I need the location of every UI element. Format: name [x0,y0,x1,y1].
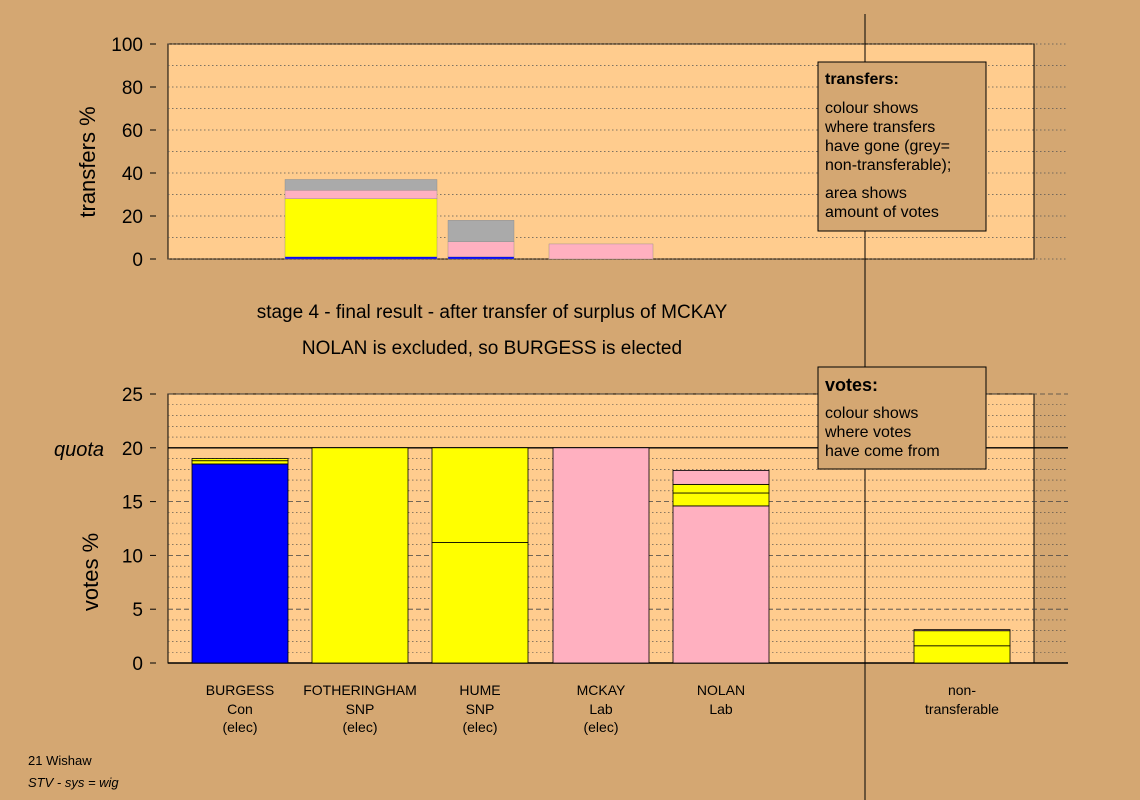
transfers-bar-segment [284,198,438,258]
votes-y-tick-label: 0 [132,654,143,675]
votes-bar-segment [672,505,770,664]
transfers-y-tick-label: 100 [111,35,143,56]
transfers-bar-segment [447,220,515,243]
votes-bar-segment [191,463,289,664]
transfers-bar-segment [447,256,515,260]
votes-y-tick-label: 15 [122,493,143,514]
candidate-party-label: SNP [466,701,495,717]
votes-legend-text: have come from [825,443,940,460]
transfers-y-tick-label: 60 [122,121,143,142]
votes-bar-segment [552,447,650,664]
candidate-party-label: Lab [709,701,733,717]
footer-constituency: 21 Wishaw [28,753,92,768]
transfers-y-tick-label: 40 [122,164,143,185]
votes-legend-text: colour shows [825,405,918,422]
votes-y-tick-label: 10 [122,546,143,567]
transfers-bar-segment [284,189,438,199]
candidate-labels: BURGESS Con (elec) FOTHERINGHAM SNP (elec) HUM… [206,682,999,735]
transfers-legend-text: amount of votes [825,204,939,221]
transfers-bar-segment [284,256,438,260]
votes-y-axis: 0 5 10 15 20 25 [122,385,156,675]
votes-y-tick-label: 5 [132,600,143,621]
votes-legend-box [817,366,987,470]
transfers-bar-segment [447,241,515,258]
candidate-name-label: HUME [459,682,500,698]
footer-system: STV - sys = wig [28,775,119,790]
votes-legend-text: where votes [824,424,911,441]
candidate-party-label: SNP [346,701,375,717]
transfers-y-axis-label: transfers % [75,106,100,217]
candidate-party-label: Con [227,701,253,717]
votes-y-tick-label: 20 [122,439,143,460]
nontransferable-label: non- [948,682,976,698]
transfers-legend-text: have gone (grey= [825,138,950,155]
stage-subtitle: NOLAN is excluded, so BURGESS is elected [302,338,682,359]
votes-bar-segment [431,542,529,664]
votes-legend-heading: votes: [825,375,878,395]
candidate-name-label: FOTHERINGHAM [303,682,417,698]
votes-y-axis-label: votes % [78,533,103,611]
transfers-bar-segment [284,179,438,191]
stage-title: stage 4 - final result - after transfer … [257,302,728,323]
votes-bar-segment [191,460,289,465]
transfers-legend-box [817,61,987,232]
votes-bar-segment [672,483,770,494]
votes-y-tick-label: 25 [122,385,143,406]
candidate-party-label: Lab [589,701,613,717]
candidate-status-label: (elec) [342,719,377,735]
transfers-bars [284,179,654,260]
votes-bar-segment [913,630,1011,647]
votes-legend: votes: colour shows where votes have com… [817,366,987,470]
candidate-status-label: (elec) [583,719,618,735]
transfers-y-tick-label: 20 [122,207,143,228]
votes-bars [191,447,1011,664]
transfers-legend-text: where transfers [824,119,935,136]
votes-bar-segment [311,447,409,664]
candidate-name-label: MCKAY [577,682,626,698]
transfers-legend-text: area shows [825,185,907,202]
transfers-y-axis: 0 20 40 60 80 100 [111,35,156,271]
candidate-status-label: (elec) [222,719,257,735]
transfers-legend-text: colour shows [825,100,918,117]
candidate-name-label: NOLAN [697,682,745,698]
nontransferable-label: transferable [925,701,999,717]
transfers-bar-segment [548,243,654,260]
votes-bar-segment [672,469,770,485]
votes-bar-segment [913,629,1011,632]
votes-bar-segment [191,458,289,462]
votes-bar-segment [431,447,529,543]
transfers-legend: transfers: colour shows where transfers … [817,61,987,232]
transfers-y-tick-label: 80 [122,78,143,99]
transfers-legend-text: non-transferable); [825,157,951,174]
candidate-status-label: (elec) [462,719,497,735]
transfers-y-tick-label: 0 [132,250,143,271]
votes-bar-segment [672,492,770,507]
candidate-name-label: BURGESS [206,682,274,698]
transfers-legend-heading: transfers: [825,71,899,88]
votes-bar-segment [913,645,1011,664]
quota-label: quota [54,439,104,461]
